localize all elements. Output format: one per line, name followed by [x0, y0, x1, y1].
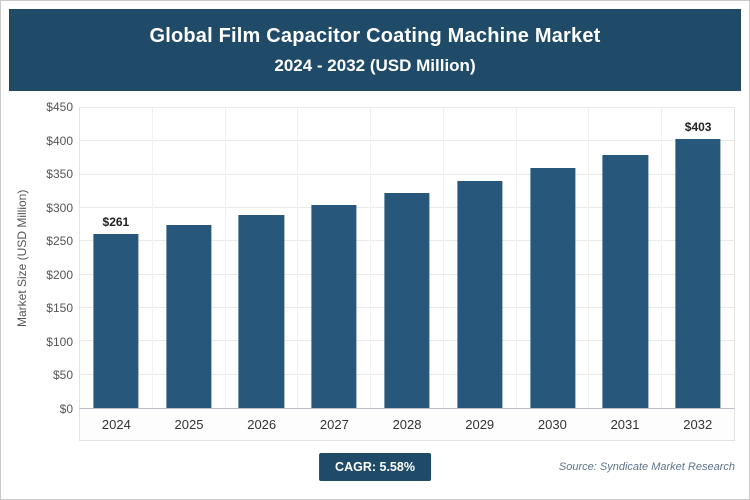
y-tick-label: $50 [52, 368, 73, 383]
bar [457, 180, 503, 408]
bar-value-label: $261 [102, 215, 130, 229]
bar-column [444, 108, 517, 408]
bar [675, 139, 721, 408]
gridline [80, 140, 734, 142]
plot-area: $261 $403 [79, 107, 735, 409]
y-tick-label: $0 [59, 402, 73, 416]
x-axis-labels: 2024 2025 2026 2027 2028 2029 2030 2031 2032 [79, 409, 735, 441]
y-axis-ticks: $0 $50 $100 $150 $200 $250 $300 $350 $400 $450 [33, 100, 79, 416]
x-axis-label: 2032 [683, 417, 713, 432]
bar [529, 168, 576, 408]
bar-column [371, 108, 444, 408]
y-tick-label: $200 [46, 267, 73, 282]
cagr-badge: CAGR: 5.58% [319, 453, 431, 481]
bar [93, 234, 139, 408]
x-axis-label: 2031 [610, 417, 640, 432]
y-tick-label: $400 [46, 133, 73, 148]
chart-footer: CAGR: 5.58% Source: Syndicate Market Res… [1, 441, 749, 499]
page-title-line2: 2024 - 2032 (USD Million) [274, 55, 476, 75]
x-axis-label: 2028 [392, 417, 422, 432]
gridline [80, 173, 734, 175]
x-axis-label: 2024 [101, 417, 131, 432]
y-tick-label: $100 [46, 334, 73, 349]
plot-wrap: $261 $403 2024 2025 2026 2027 2028 2029 2030 203… [79, 107, 735, 441]
x-axis-label: 2025 [174, 417, 204, 432]
x-axis-label: 2029 [465, 417, 495, 432]
page-title-line1: Global Film Capacitor Coating Machine Ma… [149, 24, 601, 47]
bar [602, 154, 648, 408]
bar-column: $261 [80, 108, 153, 408]
gridline [80, 107, 734, 108]
bar [238, 214, 285, 408]
y-tick-label: $250 [46, 234, 73, 249]
bar-column [298, 108, 372, 408]
bar-column [226, 108, 299, 408]
bar-column [589, 108, 663, 408]
bar-column [153, 108, 226, 408]
x-axis-label: 2026 [247, 417, 277, 432]
y-tick-label: $300 [46, 200, 73, 215]
bar-column: $403 [662, 108, 734, 408]
y-tick-label: $150 [46, 301, 73, 316]
bar-column [517, 108, 590, 408]
bar [311, 204, 357, 408]
source-text: Source: Syndicate Market Research [558, 461, 735, 473]
x-axis-label: 2027 [319, 417, 349, 432]
chart-title-banner: Global Film Capacitor Coating Machine Ma… [9, 9, 741, 91]
bar [384, 193, 430, 408]
y-tick-label: $350 [46, 167, 73, 182]
y-axis-title: Market Size (USD Million) [15, 189, 29, 327]
y-tick-label: $450 [46, 100, 73, 114]
bar [166, 224, 212, 408]
bar-value-label: $403 [684, 120, 712, 135]
x-axis-label: 2030 [537, 417, 567, 432]
chart: Market Size (USD Million) $0 $50 $100 $150 $… [11, 100, 735, 441]
